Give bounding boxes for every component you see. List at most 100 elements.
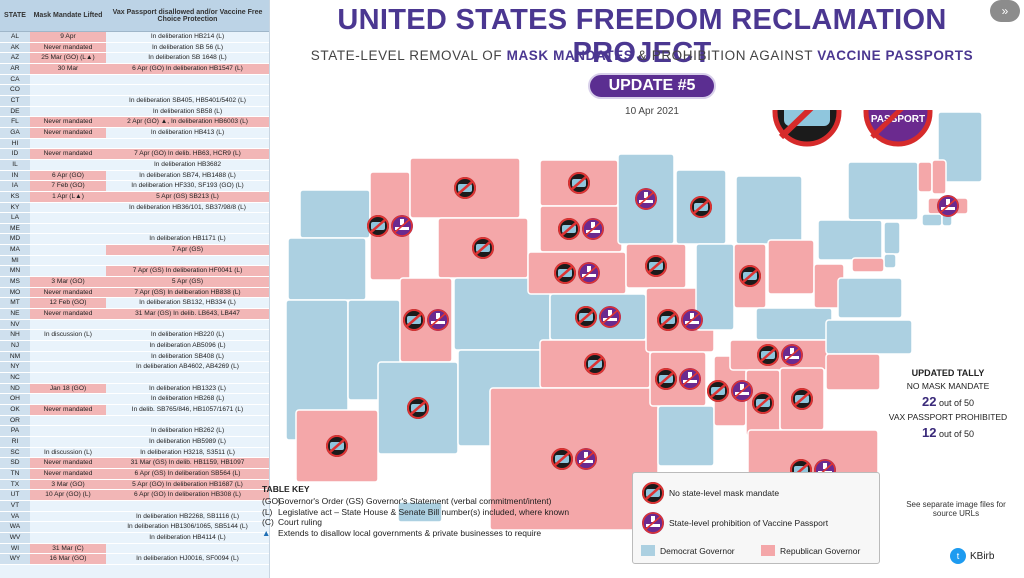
big-passport-icon: PASSPORT xyxy=(863,110,933,147)
state-code: DE xyxy=(0,106,30,117)
no-mask-icon xyxy=(737,263,763,289)
vax-passport-cell: In deliberation HB5989 (L) xyxy=(149,437,226,445)
mask-lifted-cell: In discussion (L) xyxy=(43,331,92,339)
state-or xyxy=(287,237,367,301)
vax-passport-cell: In deliberation AB4602, AB4269 (L) xyxy=(135,363,239,371)
expand-button[interactable]: » xyxy=(990,0,1020,22)
triangle-icon: ▲ xyxy=(262,527,271,538)
table-row: WY 16 Mar (GO) In deliberation HJ0016, SF0… xyxy=(0,554,269,565)
vax-passport-cell xyxy=(106,544,269,554)
mask-lifted-cell xyxy=(30,362,106,372)
tally-mask-value: 22 out of 50 xyxy=(880,394,1016,409)
mask-lifted-cell xyxy=(30,394,106,404)
table-row: SD Never mandated 31 Mar (GS) In delib. HB… xyxy=(0,458,269,469)
table-row: KY In deliberation HB36/101, SB37/98/8 (L… xyxy=(0,202,269,214)
mask-lifted-cell xyxy=(30,224,106,234)
vax-passport-cell: In deliberation HB268 (L) xyxy=(150,395,225,403)
vax-passport-cell: In deliberation HB262 (L) xyxy=(150,427,225,435)
table-row: GA Never mandated In deliberation HB413 (L… xyxy=(0,127,269,139)
vax-passport-cell: In deliberation SB132, HB334 (L) xyxy=(139,299,236,307)
table-row: DE In deliberation SB58 (L) xyxy=(0,106,269,118)
vax-passport-cell: In deliberation SB74, HB1488 (L) xyxy=(139,171,236,179)
header-mask-mandate: Mask Mandate Lifted xyxy=(33,12,103,19)
passport-icon xyxy=(577,261,601,285)
state-code: AK xyxy=(0,42,30,53)
state-va xyxy=(837,277,903,319)
state-code: MO xyxy=(0,287,30,298)
subtitle-part2: & PROHIBITION AGAINST xyxy=(633,48,818,63)
mask-lifted-cell: 30 Mar xyxy=(30,63,106,74)
header-state: STATE xyxy=(4,12,26,19)
mask-lifted-cell: Never mandated xyxy=(30,458,106,468)
mask-lifted-cell xyxy=(30,426,106,436)
state-me xyxy=(937,111,983,183)
mask-lifted-cell xyxy=(30,352,106,362)
mask-lifted-cell: In discussion (L) xyxy=(43,448,92,456)
no-mask-icon xyxy=(705,378,731,404)
vax-passport-cell: 7 Apr (GO) In delib. HB63, HCR9 (L) xyxy=(106,149,269,159)
mask-lifted-cell xyxy=(30,256,106,266)
state-code: NJ xyxy=(0,341,30,351)
state-md xyxy=(851,257,885,273)
table-row: CA xyxy=(0,74,269,86)
state-code: WY xyxy=(0,554,30,564)
mask-lifted-cell xyxy=(30,341,106,351)
state-code: NH xyxy=(0,330,30,341)
vax-passport-cell: In deliberation HB220 (L) xyxy=(150,331,225,339)
vax-passport-cell: In deliberation HJ0016, SF0094 (L) xyxy=(136,555,239,563)
key-code: (GO) xyxy=(262,496,281,506)
mask-lifted-cell xyxy=(30,85,106,95)
state-code: MA xyxy=(0,245,30,255)
legend-vax-ban-label: State-level prohibition of Vaccine Passp… xyxy=(669,518,829,528)
state-code: AZ xyxy=(0,53,30,63)
no-mask-icon xyxy=(405,395,431,421)
vax-passport-cell: In deliberation HF330, SF193 (GO) (L) xyxy=(131,182,244,190)
state-ny xyxy=(847,161,919,221)
passport-icon xyxy=(730,379,754,403)
state-code: FL xyxy=(0,117,30,127)
state-sc xyxy=(825,353,881,391)
table-row: AK Never mandated In deliberation SB 56 (L… xyxy=(0,42,269,54)
passport-icon xyxy=(574,447,598,471)
vax-passport-cell: In deliberation SB 1648 (L) xyxy=(148,54,227,62)
state-pa xyxy=(817,219,883,261)
democrat-swatch xyxy=(641,545,655,556)
mask-lifted-cell: 7 Feb (GO) xyxy=(30,181,106,191)
state-mi xyxy=(735,175,803,245)
mask-lifted-cell xyxy=(30,245,106,255)
passport-icon xyxy=(641,511,665,535)
vax-passport-cell xyxy=(106,373,269,383)
mask-lifted-cell: 3 Mar (GO) xyxy=(30,479,106,490)
table-row: TX 3 Mar (GO) 5 Apr (GO) In deliberation H… xyxy=(0,479,269,491)
no-mask-icon xyxy=(688,194,714,220)
table-row: WA In deliberation HB1306/1065, SB5144 (L… xyxy=(0,522,269,533)
state-code: OK xyxy=(0,404,30,415)
state-code: AR xyxy=(0,63,30,74)
vax-passport-cell: 7 Apr (GS) xyxy=(106,245,269,255)
table-row: ME xyxy=(0,223,269,235)
table-row: MI xyxy=(0,255,269,267)
updated-tally: UPDATED TALLY NO MASK MANDATE 22 out of … xyxy=(880,368,1016,440)
vax-passport-cell xyxy=(106,320,269,330)
tally-vax-label: VAX PASSPORT PROHIBITED xyxy=(888,412,1008,422)
no-mask-icon xyxy=(549,446,575,472)
table-key-title: TABLE KEY xyxy=(262,484,310,494)
credit[interactable]: t KBirb xyxy=(950,548,994,564)
legend-republican: Republican Governor xyxy=(761,545,860,556)
vax-passport-cell: In deliberation SB405, HB5401/5402 (L) xyxy=(129,96,246,104)
tally-mask-count: 22 xyxy=(922,394,937,409)
table-row: RI In deliberation HB5989 (L) xyxy=(0,436,269,448)
mask-lifted-cell: Jan 18 (GO) xyxy=(30,383,106,394)
subtitle-part1: STATE-LEVEL REMOVAL OF xyxy=(310,48,507,63)
vax-passport-cell: 2 Apr (GO) ▲, In deliberation HB6003 (L) xyxy=(106,117,269,127)
table-row: SC In discussion (L) In deliberation H3218… xyxy=(0,447,269,459)
no-mask-icon xyxy=(324,433,350,459)
no-mask-icon xyxy=(556,216,582,242)
mask-lifted-cell xyxy=(30,373,106,383)
state-code: VA xyxy=(0,511,30,522)
source-note: See separate image files for source URLs xyxy=(906,500,1006,518)
no-mask-icon xyxy=(365,213,391,239)
state-ky xyxy=(755,307,833,341)
legend-democrat: Democrat Governor xyxy=(641,545,735,556)
no-mask-icon xyxy=(653,366,679,392)
